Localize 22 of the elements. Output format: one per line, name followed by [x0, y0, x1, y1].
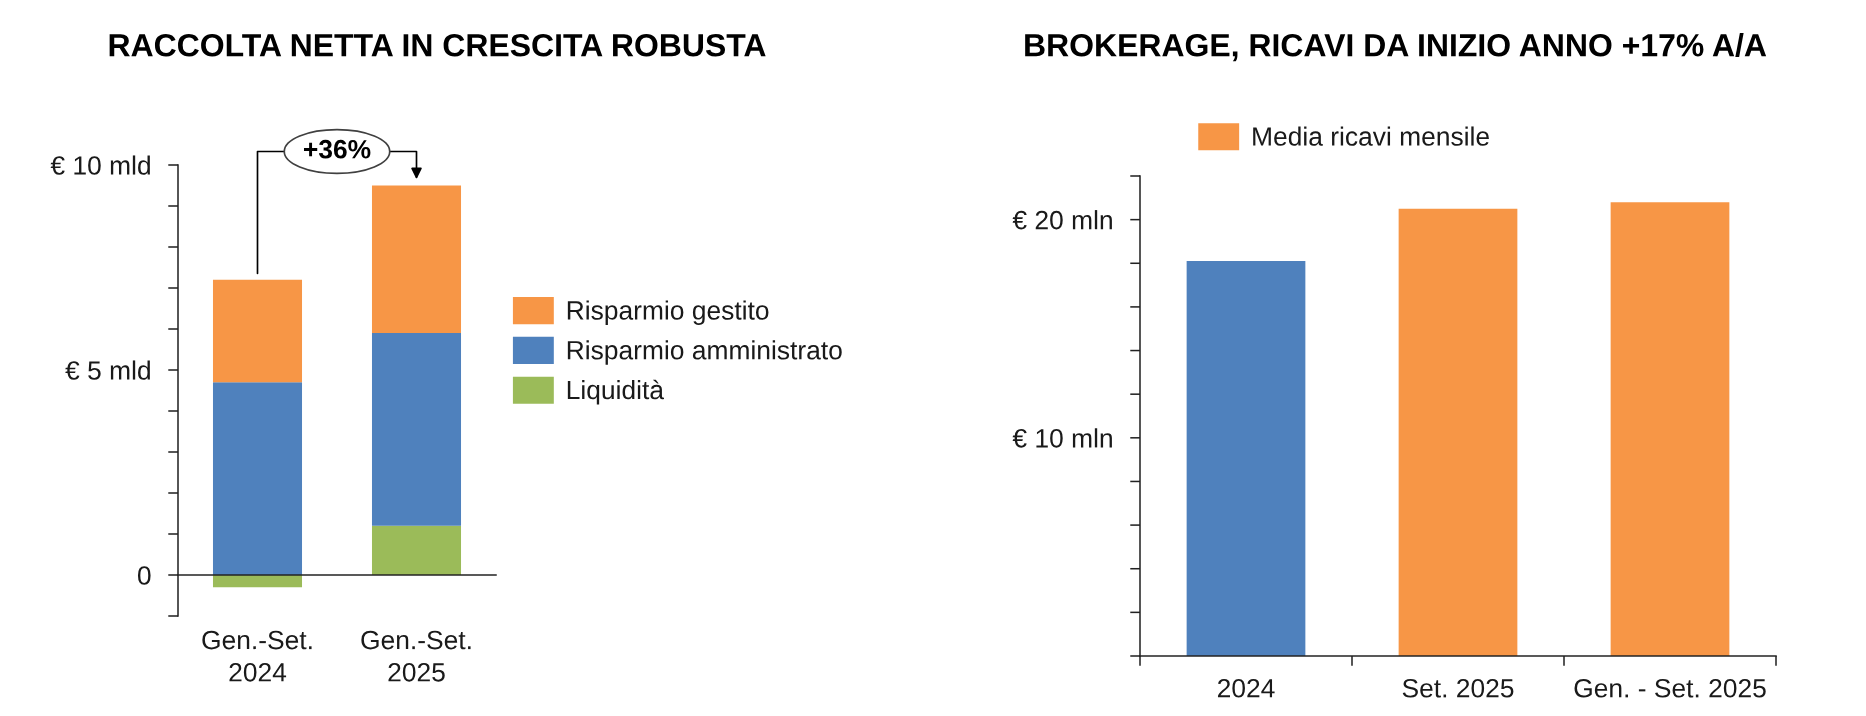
- legend-label: Liquidità: [567, 379, 664, 405]
- x-tick-label: Gen. - Set. 2025: [1574, 678, 1766, 698]
- legend-label: Risparmio gestito: [567, 300, 769, 325]
- bar: [371, 185, 462, 334]
- bar: [212, 279, 303, 383]
- y-tick-label: 0: [137, 566, 151, 585]
- y-tick-label: € 20 mln: [1012, 210, 1112, 230]
- text: +36%: [304, 139, 371, 159]
- y-tick-label: € 5 mld: [65, 360, 150, 380]
- bar: [371, 333, 462, 526]
- x-tick-label: Set. 2025: [1402, 678, 1514, 698]
- chart-title: RACCOLTA NETTA IN CRESCITA ROBUSTA: [109, 33, 766, 57]
- y-tick-label: € 10 mld: [50, 155, 150, 175]
- chart-title: BROKERAGE, RICAVI DA INIZIO ANNO +17% A/A: [1025, 33, 1767, 62]
- x-tick-label: Gen.-Set. 2024: [202, 630, 312, 682]
- x-tick-label: 2024: [1217, 678, 1275, 698]
- legend-label: Risparmio amministrato: [567, 340, 842, 365]
- bar: [212, 382, 303, 575]
- legend-label: Media ricavi mensile: [1253, 126, 1489, 146]
- bar: [371, 525, 462, 575]
- y-tick-label: € 10 mln: [1012, 428, 1112, 448]
- x-tick-label: Gen.-Set. 2025: [361, 630, 471, 682]
